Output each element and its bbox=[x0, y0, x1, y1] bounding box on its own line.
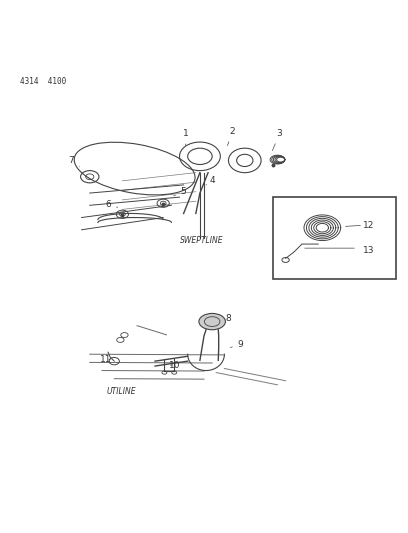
Text: 6: 6 bbox=[105, 200, 118, 209]
Text: SWEPTLINE: SWEPTLINE bbox=[180, 236, 223, 245]
Text: 9: 9 bbox=[231, 341, 244, 349]
Text: 7: 7 bbox=[69, 156, 80, 167]
Text: 5: 5 bbox=[174, 187, 186, 196]
Text: 13: 13 bbox=[363, 246, 375, 255]
Text: 10: 10 bbox=[169, 361, 180, 370]
Ellipse shape bbox=[199, 313, 225, 330]
Bar bbox=[273, 197, 396, 279]
Text: 4: 4 bbox=[206, 176, 215, 185]
Text: 11: 11 bbox=[100, 355, 112, 364]
Text: 4314  4100: 4314 4100 bbox=[20, 77, 67, 86]
Text: 8: 8 bbox=[226, 314, 231, 323]
Text: UTILINE: UTILINE bbox=[106, 387, 136, 396]
Text: 1: 1 bbox=[183, 130, 188, 146]
Text: 12: 12 bbox=[363, 221, 375, 230]
Text: 2: 2 bbox=[227, 127, 235, 146]
Text: 3: 3 bbox=[273, 130, 282, 150]
